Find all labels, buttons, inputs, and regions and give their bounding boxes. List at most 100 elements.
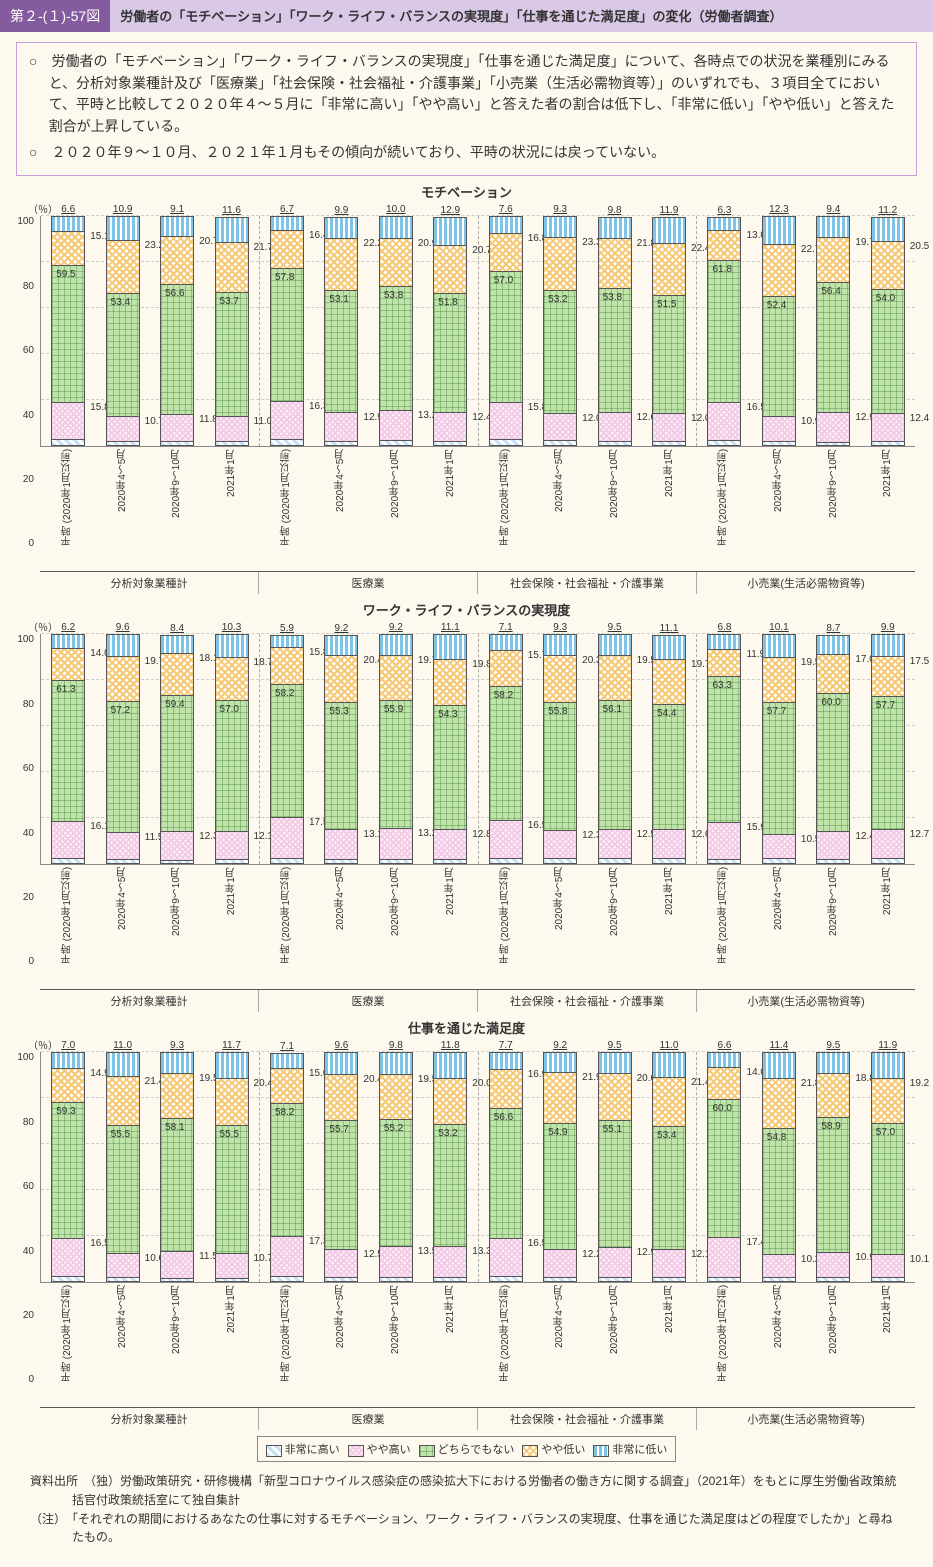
bar-segment: 12.1 xyxy=(215,832,249,860)
bar-segment: 13.2 xyxy=(379,411,413,441)
bar-segment: 20.4 xyxy=(324,656,358,703)
bar-segment xyxy=(598,442,632,446)
bar-segment: 16.1 xyxy=(51,822,85,859)
bar-segment: 13.5 xyxy=(379,1247,413,1278)
bar-segment: 7.7 xyxy=(489,1052,523,1070)
bar-segment xyxy=(762,859,796,864)
segment-value: 9.5 xyxy=(826,1041,840,1051)
segment-value: 60.0 xyxy=(712,1104,731,1114)
bar-column: 13.155.320.49.2 xyxy=(314,634,368,864)
bar-segment: 54.8 xyxy=(762,1129,796,1255)
bar-segment xyxy=(871,1278,905,1283)
bar-segment: 20.6 xyxy=(598,1074,632,1121)
bar-segment xyxy=(160,861,194,865)
bar-segment: 53.1 xyxy=(324,291,358,413)
bar-segment: 57.7 xyxy=(871,697,905,830)
bar-segment xyxy=(707,860,741,865)
bar-segment: 60.0 xyxy=(816,694,850,832)
bar-segment: 21.4 xyxy=(652,1078,686,1127)
bar-segment xyxy=(707,441,741,446)
bar-segment: 9.3 xyxy=(160,1052,194,1073)
segment-value: 9.5 xyxy=(608,623,622,633)
bar-column: 10.753.423.210.9 xyxy=(95,216,149,446)
bar-segment: 16.9 xyxy=(489,1070,523,1109)
segment-value: 7.6 xyxy=(499,205,513,215)
segment-value: 11.1 xyxy=(441,623,460,633)
bar-segment: 16.4 xyxy=(270,231,304,269)
bar-segment: 10.9 xyxy=(106,216,140,241)
bar-segment xyxy=(433,442,467,447)
bar-segment: 9.5 xyxy=(598,1052,632,1074)
chart-group: 16.357.816.46.712.953.122.29.913.253.820… xyxy=(260,216,479,446)
bar-column: 12.051.522.411.9 xyxy=(642,216,696,446)
bar-segment: 11.9 xyxy=(707,650,741,677)
bar-segment xyxy=(652,442,686,447)
bar-segment: 15.8 xyxy=(270,648,304,684)
y-unit-label: （％） xyxy=(0,1037,933,1052)
bar-segment: 11.5 xyxy=(106,833,140,859)
segment-value: 53.1 xyxy=(329,295,348,305)
bar-segment: 58.2 xyxy=(270,685,304,819)
bar-column: 17.558.215.85.9 xyxy=(260,634,314,864)
bar-column: 16.556.616.97.7 xyxy=(479,1052,533,1282)
segment-value: 9.4 xyxy=(826,205,840,215)
bar-segment: 12.8 xyxy=(433,830,467,859)
bar-segment: 7.6 xyxy=(489,216,523,233)
bar-column: 12.854.319.811.1 xyxy=(423,634,477,864)
bar-column: 10.958.918.89.5 xyxy=(806,1052,860,1282)
bar-column: 11.557.219.79.6 xyxy=(95,634,149,864)
segment-value: 11.8 xyxy=(441,1041,460,1051)
segment-value: 10.3 xyxy=(222,623,241,633)
segment-value: 10.1 xyxy=(769,623,788,633)
segment-value: 51.8 xyxy=(438,298,457,308)
bar-segment: 55.9 xyxy=(379,701,413,830)
bar-column: 12.955.120.69.5 xyxy=(587,1052,641,1282)
x-period-label: 2021年1月 xyxy=(423,865,478,989)
segment-value: 55.5 xyxy=(111,1130,130,1140)
legend: 非常に高いやや高いどちらでもないやや低い非常に低い xyxy=(257,1436,677,1462)
bar-segment: 19.2 xyxy=(871,1079,905,1123)
bar-column: 16.559.314.97.0 xyxy=(41,1052,95,1282)
bar-segment: 5.9 xyxy=(270,635,304,649)
bar-segment: 6.3 xyxy=(707,217,741,231)
chart-title: モチベーション xyxy=(0,182,933,201)
segment-value: 9.6 xyxy=(116,623,130,633)
bar-segment xyxy=(543,441,577,446)
bar-segment xyxy=(51,440,85,447)
figure-title: 労働者の「モチベーション」「ワーク・ライフ・バランスの実現度」「仕事を通じた満足… xyxy=(110,0,933,32)
bar-column: 12.555.720.49.6 xyxy=(314,1052,368,1282)
chart-group: 17.460.014.06.610.254.821.811.410.958.91… xyxy=(697,1052,915,1282)
chart-group: 16.559.314.97.010.655.521.411.011.558.11… xyxy=(41,1052,260,1282)
x-period-label: 2021年1月 xyxy=(860,1283,915,1407)
bar-column: 12.157.018.710.3 xyxy=(204,634,258,864)
bar-segment: 10.6 xyxy=(106,1254,140,1278)
bar-segment: 12.5 xyxy=(324,1250,358,1279)
y-tick: 40 xyxy=(6,410,34,421)
segment-value: 11.4 xyxy=(770,1041,789,1051)
bar-segment: 22.7 xyxy=(762,245,796,297)
segment-value: 8.7 xyxy=(826,624,840,634)
segment-value: 10.0 xyxy=(386,205,405,215)
bar-segment xyxy=(51,859,85,865)
bar-column: 17.358.215.07.1 xyxy=(260,1052,314,1282)
bar-segment: 22.4 xyxy=(652,244,686,296)
x-period-label: 2020年9～10月 xyxy=(587,1283,642,1407)
bar-segment: 9.3 xyxy=(543,634,577,655)
bar-column: 12.454.020.511.2 xyxy=(861,216,915,446)
bar-column: 12.254.921.99.2 xyxy=(533,1052,587,1282)
bar-segment: 10.9 xyxy=(816,1253,850,1278)
bar-column: 16.357.816.46.7 xyxy=(260,216,314,446)
bar-segment: 53.2 xyxy=(543,291,577,413)
segment-value: 8.4 xyxy=(170,624,184,634)
bar-column: 12.956.419.79.4 xyxy=(806,216,860,446)
x-period-label: 平時 (2020年1月以前) xyxy=(478,1283,533,1407)
bar-segment: 10.7 xyxy=(106,417,140,442)
bar-segment: 10.7 xyxy=(215,1254,249,1279)
bar-segment: 58.2 xyxy=(270,1104,304,1238)
segment-value: 51.5 xyxy=(657,300,676,310)
x-period-label: 2020年9～10月 xyxy=(806,865,861,989)
bar-segment: 51.5 xyxy=(652,296,686,414)
bar-column: 13.555.219.59.8 xyxy=(369,1052,423,1282)
bar-segment: 10.0 xyxy=(379,216,413,239)
bar-column: 10.557.719.510.1 xyxy=(752,634,806,864)
